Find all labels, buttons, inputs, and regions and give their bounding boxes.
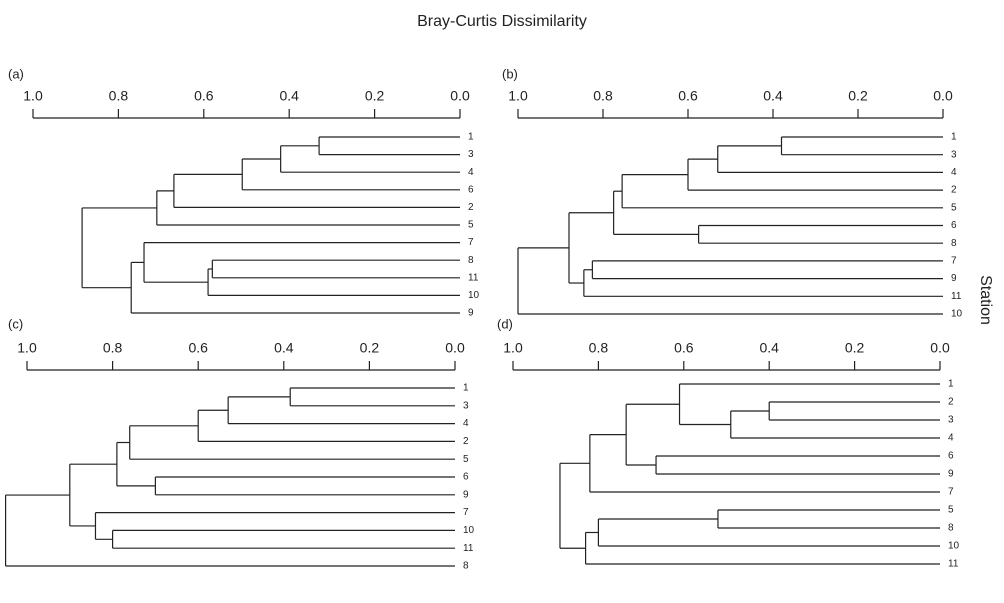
x-tick-label: 0.2 — [365, 88, 385, 104]
x-tick-label: 0.2 — [845, 340, 865, 356]
station-label: 3 — [951, 149, 957, 160]
x-tick-label: 0.6 — [674, 340, 694, 356]
x-tick-label: 0.8 — [593, 88, 613, 104]
station-label: 7 — [463, 507, 469, 518]
station-label: 8 — [948, 523, 954, 534]
x-tick-label: 0.2 — [848, 88, 868, 104]
x-tick-label: 0.8 — [109, 88, 129, 104]
x-tick-label: 0.0 — [930, 340, 950, 356]
station-label: 5 — [468, 220, 474, 231]
station-label: 4 — [463, 418, 469, 429]
panel-label: (c) — [8, 316, 23, 331]
x-tick-label: 0.4 — [274, 340, 294, 356]
station-label: 11 — [951, 291, 962, 302]
station-label: 7 — [468, 237, 474, 248]
station-label: 5 — [948, 505, 954, 516]
station-label: 10 — [468, 290, 480, 301]
station-label: 8 — [951, 238, 957, 249]
x-tick-label: 0.8 — [589, 340, 609, 356]
station-label: 4 — [468, 167, 474, 178]
station-label: 6 — [468, 184, 474, 195]
station-label: 6 — [463, 472, 469, 483]
station-label: 10 — [463, 525, 475, 536]
station-label: 2 — [951, 185, 957, 196]
panel-label: (a) — [8, 66, 24, 81]
x-tick-label: 0.6 — [678, 88, 698, 104]
x-tick-label: 1.0 — [503, 340, 523, 356]
x-tick-label: 0.0 — [933, 88, 953, 104]
station-label: 2 — [463, 436, 469, 447]
station-label: 9 — [463, 489, 469, 500]
station-label: 6 — [948, 451, 954, 462]
station-label: 10 — [948, 541, 960, 552]
x-tick-label: 0.0 — [445, 340, 465, 356]
station-label: 3 — [468, 149, 474, 160]
station-label: 7 — [948, 487, 954, 498]
station-label: 2 — [468, 202, 474, 213]
station-label: 1 — [951, 132, 957, 143]
x-tick-label: 0.4 — [279, 88, 299, 104]
y-axis-label: Station — [977, 275, 994, 325]
x-tick-label: 0.6 — [194, 88, 214, 104]
station-label: 9 — [468, 308, 474, 319]
station-label: 4 — [951, 167, 957, 178]
station-label: 5 — [951, 202, 957, 213]
station-label: 1 — [948, 379, 954, 390]
x-tick-label: 0.4 — [759, 340, 779, 356]
station-label: 6 — [951, 220, 957, 231]
station-label: 11 — [948, 559, 959, 570]
station-label: 8 — [468, 255, 474, 266]
station-label: 1 — [463, 383, 469, 394]
panel-label: (b) — [502, 66, 518, 81]
station-label: 7 — [951, 256, 957, 267]
figure-title: Bray-Curtis Dissimilarity — [417, 13, 587, 30]
station-label: 9 — [948, 469, 954, 480]
x-tick-label: 0.6 — [188, 340, 208, 356]
station-label: 8 — [463, 561, 469, 572]
station-label: 4 — [948, 433, 954, 444]
x-tick-label: 0.0 — [450, 88, 470, 104]
station-label: 3 — [948, 415, 954, 426]
x-tick-label: 0.4 — [763, 88, 783, 104]
station-label: 1 — [468, 132, 474, 143]
station-label: 2 — [948, 397, 954, 408]
x-tick-label: 1.0 — [508, 88, 528, 104]
station-label: 10 — [951, 309, 963, 320]
x-tick-label: 1.0 — [17, 340, 37, 356]
station-label: 9 — [951, 273, 957, 284]
x-tick-label: 0.8 — [103, 340, 123, 356]
station-label: 5 — [463, 454, 469, 465]
station-label: 11 — [468, 272, 479, 283]
x-tick-label: 1.0 — [23, 88, 43, 104]
panel-label: (d) — [497, 316, 513, 331]
station-label: 3 — [463, 400, 469, 411]
station-label: 11 — [463, 543, 474, 554]
x-tick-label: 0.2 — [360, 340, 380, 356]
